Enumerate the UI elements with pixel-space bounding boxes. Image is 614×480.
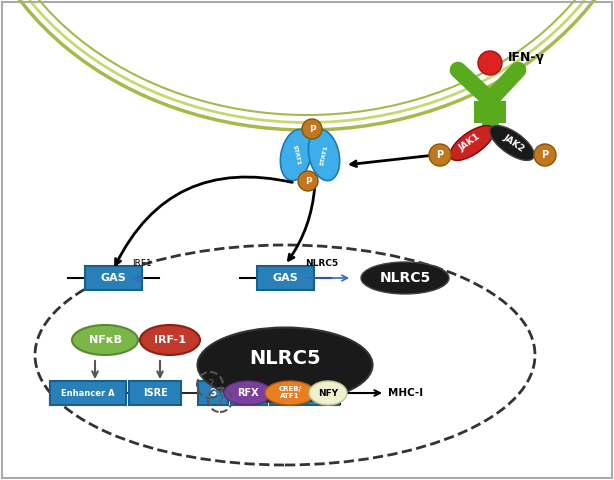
Text: P: P (305, 177, 311, 185)
FancyBboxPatch shape (198, 381, 228, 405)
Text: Enhancer A: Enhancer A (61, 388, 115, 397)
Text: NLRC5: NLRC5 (305, 259, 338, 268)
Text: IRF-1: IRF-1 (154, 335, 186, 345)
Ellipse shape (140, 325, 200, 355)
Text: NFκB: NFκB (88, 335, 122, 345)
Ellipse shape (450, 126, 494, 160)
Circle shape (429, 144, 451, 166)
Text: NFY: NFY (318, 388, 338, 397)
FancyBboxPatch shape (307, 381, 339, 405)
Ellipse shape (490, 126, 534, 160)
FancyBboxPatch shape (129, 381, 181, 405)
Text: Y: Y (319, 388, 327, 398)
FancyBboxPatch shape (257, 266, 314, 290)
Text: ?: ? (217, 395, 223, 405)
Circle shape (478, 51, 502, 75)
FancyBboxPatch shape (85, 266, 141, 290)
Text: X1: X1 (242, 388, 256, 398)
Text: NLRC5: NLRC5 (379, 271, 430, 285)
FancyBboxPatch shape (50, 381, 126, 405)
Ellipse shape (361, 262, 449, 294)
Text: S: S (209, 388, 217, 398)
Text: MHC-I: MHC-I (388, 388, 423, 398)
Text: P: P (437, 150, 443, 160)
Ellipse shape (224, 381, 272, 405)
Text: IFN-γ: IFN-γ (508, 50, 545, 63)
Circle shape (298, 171, 318, 191)
Text: NLRC5: NLRC5 (249, 348, 321, 368)
FancyBboxPatch shape (231, 381, 267, 405)
Text: X2: X2 (281, 388, 295, 398)
Ellipse shape (308, 130, 340, 180)
Text: GAS: GAS (272, 273, 298, 283)
Text: JAK2: JAK2 (502, 132, 526, 154)
Text: IRF1: IRF1 (132, 259, 152, 268)
Text: ISRE: ISRE (142, 388, 168, 398)
Ellipse shape (309, 381, 347, 405)
Circle shape (534, 144, 556, 166)
FancyBboxPatch shape (474, 101, 506, 123)
Text: RFX: RFX (237, 388, 259, 398)
Text: ?: ? (207, 379, 213, 392)
Ellipse shape (281, 130, 312, 180)
Text: P: P (542, 150, 548, 160)
FancyBboxPatch shape (270, 381, 306, 405)
Text: CREB/
ATF1: CREB/ ATF1 (279, 386, 301, 399)
Circle shape (302, 119, 322, 139)
Text: GAS: GAS (100, 273, 126, 283)
Ellipse shape (265, 381, 315, 405)
Text: STAT1: STAT1 (292, 144, 301, 166)
Ellipse shape (72, 325, 138, 355)
Text: P: P (309, 124, 316, 133)
Text: JAK1: JAK1 (458, 132, 482, 154)
Text: STAT1: STAT1 (319, 144, 328, 166)
Ellipse shape (198, 327, 373, 403)
